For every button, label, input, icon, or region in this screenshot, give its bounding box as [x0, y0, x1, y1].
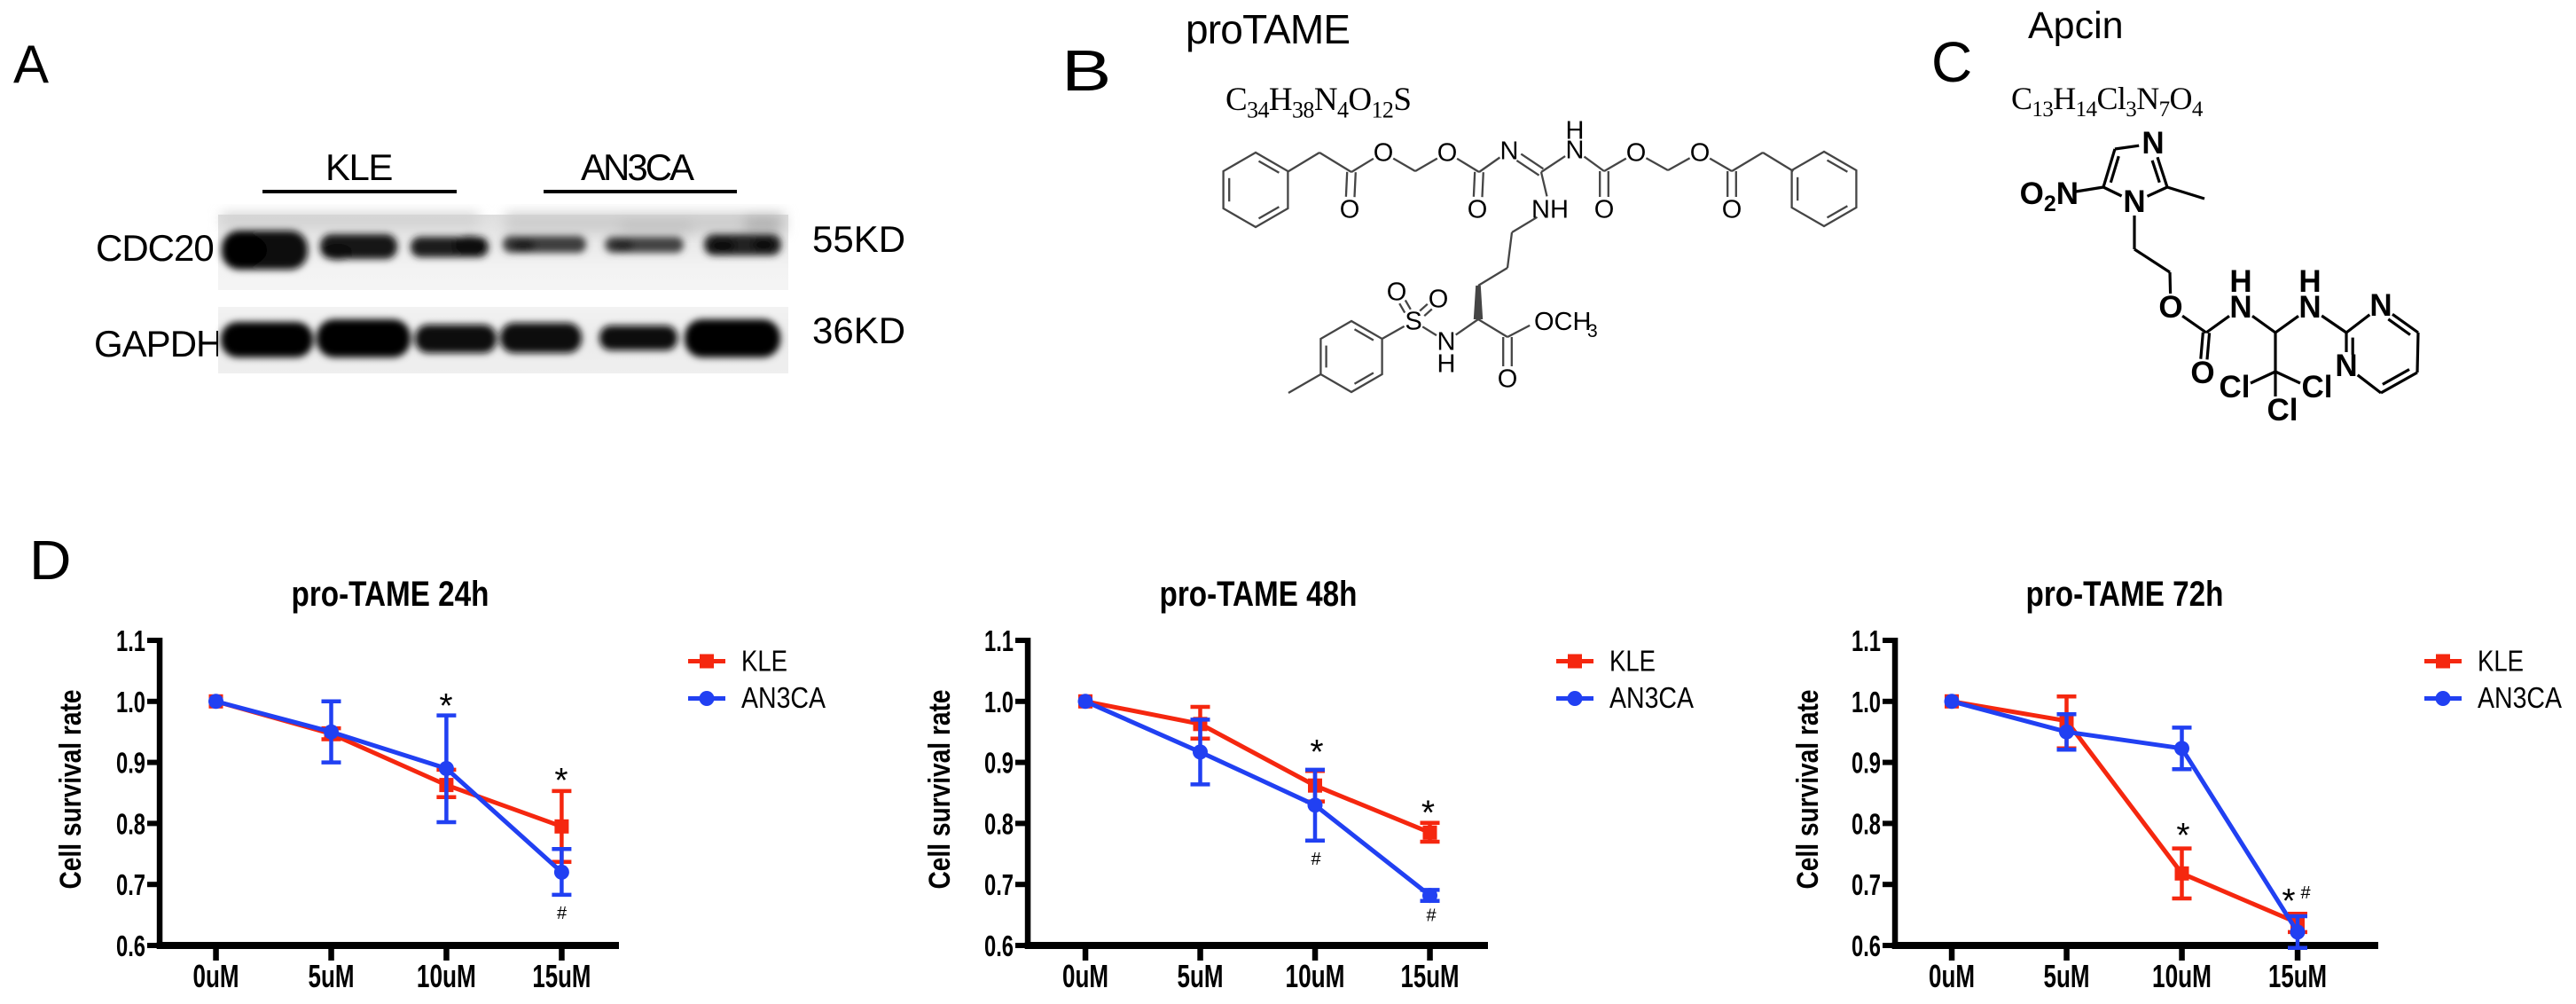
svg-text:KLE: KLE — [741, 645, 787, 678]
svg-text:0.8: 0.8 — [1852, 807, 1881, 840]
svg-text:O: O — [1722, 196, 1742, 224]
svg-text:N: N — [2229, 290, 2251, 325]
svg-text:KLE: KLE — [1609, 645, 1656, 678]
svg-text:0.6: 0.6 — [116, 929, 145, 962]
svg-text:0uM: 0uM — [1062, 958, 1108, 994]
svg-text:15uM: 15uM — [2268, 958, 2327, 994]
svg-text:Cl: Cl — [2267, 393, 2298, 427]
svg-text:0.7: 0.7 — [984, 868, 1014, 901]
svg-text:*: * — [439, 687, 452, 726]
svg-text:0.9: 0.9 — [984, 747, 1014, 780]
svg-text:S: S — [1405, 308, 1421, 336]
svg-text:O2N: O2N — [2020, 176, 2079, 216]
svg-text:O: O — [1690, 139, 1711, 168]
svg-text:1.1: 1.1 — [984, 624, 1014, 657]
svg-text:1.1: 1.1 — [1852, 624, 1881, 657]
svg-text:0.9: 0.9 — [1852, 747, 1881, 780]
svg-text:N: N — [2123, 184, 2145, 219]
svg-text:*: * — [2176, 817, 2189, 855]
svg-text:Cl: Cl — [2220, 370, 2251, 404]
svg-text:5uM: 5uM — [2044, 958, 2090, 994]
svg-text:N: N — [1437, 328, 1456, 357]
svg-text:AN3CA: AN3CA — [1609, 681, 1694, 714]
svg-text:10uM: 10uM — [2152, 958, 2212, 994]
svg-text:0.8: 0.8 — [116, 807, 145, 840]
svg-text:pro-TAME 72h: pro-TAME 72h — [2026, 575, 2224, 614]
svg-text:N: N — [2141, 126, 2164, 161]
svg-text:N: N — [1566, 137, 1585, 165]
svg-text:OCH: OCH — [1534, 308, 1591, 336]
svg-text:O: O — [2158, 290, 2182, 325]
svg-text:O: O — [2190, 356, 2214, 390]
svg-text:Cell survival rate: Cell survival rate — [923, 690, 957, 890]
svg-text:*: * — [1310, 733, 1323, 772]
svg-text:NH: NH — [1531, 196, 1569, 224]
svg-text:0.7: 0.7 — [116, 868, 145, 901]
svg-text:#: # — [557, 904, 568, 923]
svg-text:0.8: 0.8 — [984, 807, 1014, 840]
svg-text:AN3CA: AN3CA — [2478, 681, 2562, 714]
svg-text:3: 3 — [1587, 321, 1598, 341]
svg-text:O: O — [1626, 139, 1647, 168]
svg-text:1.0: 1.0 — [1852, 686, 1881, 718]
svg-text:O: O — [1468, 196, 1488, 224]
svg-text:5uM: 5uM — [309, 958, 355, 994]
svg-text:5uM: 5uM — [1178, 958, 1224, 994]
svg-text:0.6: 0.6 — [1852, 929, 1881, 962]
svg-text:H: H — [2229, 264, 2251, 299]
svg-text:1.0: 1.0 — [116, 686, 145, 718]
svg-text:1.1: 1.1 — [116, 624, 145, 657]
svg-text:H: H — [2298, 264, 2321, 299]
svg-text:Cell survival rate: Cell survival rate — [1791, 690, 1825, 890]
svg-text:0uM: 0uM — [1929, 958, 1975, 994]
svg-text:#: # — [1426, 906, 1437, 926]
svg-text:AN3CA: AN3CA — [741, 681, 826, 714]
svg-text:*: * — [1421, 795, 1435, 833]
svg-text:N: N — [1500, 137, 1519, 166]
svg-text:10uM: 10uM — [1286, 958, 1345, 994]
svg-text:0.6: 0.6 — [984, 929, 1014, 962]
svg-text:KLE: KLE — [2478, 645, 2524, 678]
svg-text:15uM: 15uM — [532, 958, 591, 994]
svg-text:0uM: 0uM — [193, 958, 239, 994]
svg-text:N: N — [2335, 349, 2357, 383]
svg-text:#: # — [2300, 883, 2311, 903]
svg-text:N: N — [2298, 290, 2321, 325]
svg-text:Cl: Cl — [2302, 370, 2333, 404]
svg-text:N: N — [2369, 288, 2392, 323]
svg-text:*: * — [2282, 882, 2295, 921]
svg-text:1.0: 1.0 — [984, 686, 1014, 718]
svg-text:O: O — [1429, 286, 1449, 314]
svg-text:O: O — [1437, 139, 1458, 168]
svg-text:O: O — [1594, 196, 1615, 224]
svg-text:10uM: 10uM — [417, 958, 476, 994]
svg-text:H: H — [1437, 350, 1456, 379]
svg-text:pro-TAME 48h: pro-TAME 48h — [1160, 575, 1358, 614]
svg-text:O: O — [1340, 196, 1360, 224]
svg-text:Cell survival rate: Cell survival rate — [54, 690, 88, 890]
svg-text:O: O — [1374, 139, 1394, 168]
svg-text:#: # — [1311, 850, 1321, 869]
svg-text:H: H — [1566, 117, 1585, 145]
svg-text:pro-TAME 24h: pro-TAME 24h — [292, 575, 489, 614]
svg-text:*: * — [554, 762, 568, 800]
svg-text:0.9: 0.9 — [116, 747, 145, 780]
svg-text:O: O — [1387, 278, 1407, 307]
svg-text:0.7: 0.7 — [1852, 868, 1881, 901]
svg-text:15uM: 15uM — [1401, 958, 1460, 994]
svg-text:O: O — [1498, 365, 1518, 394]
